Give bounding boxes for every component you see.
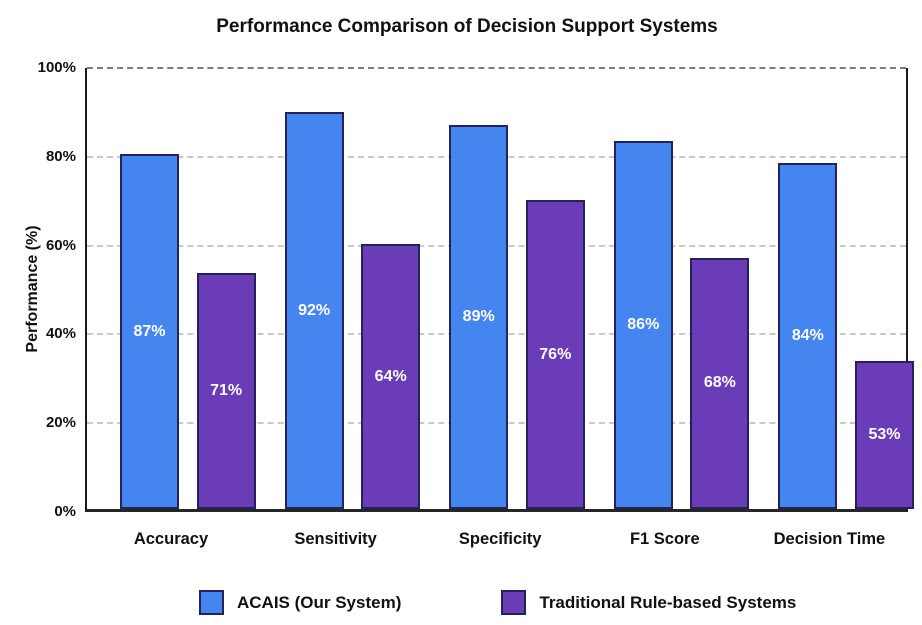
bar-traditional-rule-based-systems-decision-time: 53% bbox=[855, 361, 914, 509]
bar-value-label: 86% bbox=[627, 315, 660, 333]
bar-value-label: 68% bbox=[703, 374, 736, 392]
chart-title: Performance Comparison of Decision Suppo… bbox=[216, 16, 718, 37]
y-tick-label-100: 100% bbox=[37, 59, 76, 76]
plot-area: 87% 71% 92% 64% 89% 76% 86% 68% 84% 53% bbox=[85, 67, 914, 512]
bar-value-label: 89% bbox=[462, 308, 495, 326]
x-axis-label-decision-time: Decision Time bbox=[773, 530, 886, 548]
bar-traditional-rule-based-systems-accuracy: 71% bbox=[196, 273, 256, 509]
legend-item-acais-our-system: ACAIS (Our System) bbox=[199, 590, 401, 615]
legend: ACAIS (Our System) Traditional Rule-based… bbox=[199, 590, 796, 615]
bar-value-label: 84% bbox=[791, 326, 824, 344]
bar-value-label: 53% bbox=[868, 426, 901, 444]
y-axis-label: Performance (%) bbox=[24, 225, 41, 353]
bar-value-label: 87% bbox=[133, 322, 166, 340]
bar-value-label: 64% bbox=[374, 367, 407, 385]
y-tick-label-0: 0% bbox=[54, 503, 76, 520]
x-axis-label-specificity: Specificity bbox=[458, 530, 542, 548]
bar-acais-our-system-sensitivity: 92% bbox=[284, 112, 344, 509]
bar-acais-our-system-f1-score: 86% bbox=[613, 140, 673, 509]
bar-acais-our-system-decision-time: 84% bbox=[778, 162, 838, 509]
x-axis-label-f1-score: F1 Score bbox=[629, 530, 700, 548]
bar-value-label: 76% bbox=[539, 345, 572, 363]
bar-traditional-rule-based-systems-specificity: 76% bbox=[525, 200, 585, 509]
legend-swatch-acais-our-system bbox=[199, 590, 224, 615]
x-axis-label-accuracy: Accuracy bbox=[133, 530, 209, 548]
y-tick-label-20: 20% bbox=[45, 414, 76, 432]
bar-traditional-rule-based-systems-f1-score: 68% bbox=[690, 257, 750, 509]
legend-label: ACAIS (Our System) bbox=[237, 592, 402, 612]
gridline-100 bbox=[87, 67, 906, 69]
y-tick-label-80: 80% bbox=[45, 147, 76, 165]
legend-swatch-traditional-rule-based-systems bbox=[501, 590, 527, 615]
bar-acais-our-system-accuracy: 87% bbox=[120, 154, 179, 509]
bar-traditional-rule-based-systems-sensitivity: 64% bbox=[361, 244, 421, 509]
legend-item-traditional-rule-based-systems: Traditional Rule-based Systems bbox=[501, 590, 796, 615]
bar-value-label: 71% bbox=[210, 382, 243, 400]
y-tick-label-40: 40% bbox=[45, 325, 76, 343]
legend-label: Traditional Rule-based Systems bbox=[539, 592, 797, 612]
y-tick-label-60: 60% bbox=[45, 236, 76, 254]
bar-value-label: 92% bbox=[298, 301, 331, 319]
x-axis-label-sensitivity: Sensitivity bbox=[294, 530, 377, 548]
bar-acais-our-system-specificity: 89% bbox=[449, 125, 509, 509]
